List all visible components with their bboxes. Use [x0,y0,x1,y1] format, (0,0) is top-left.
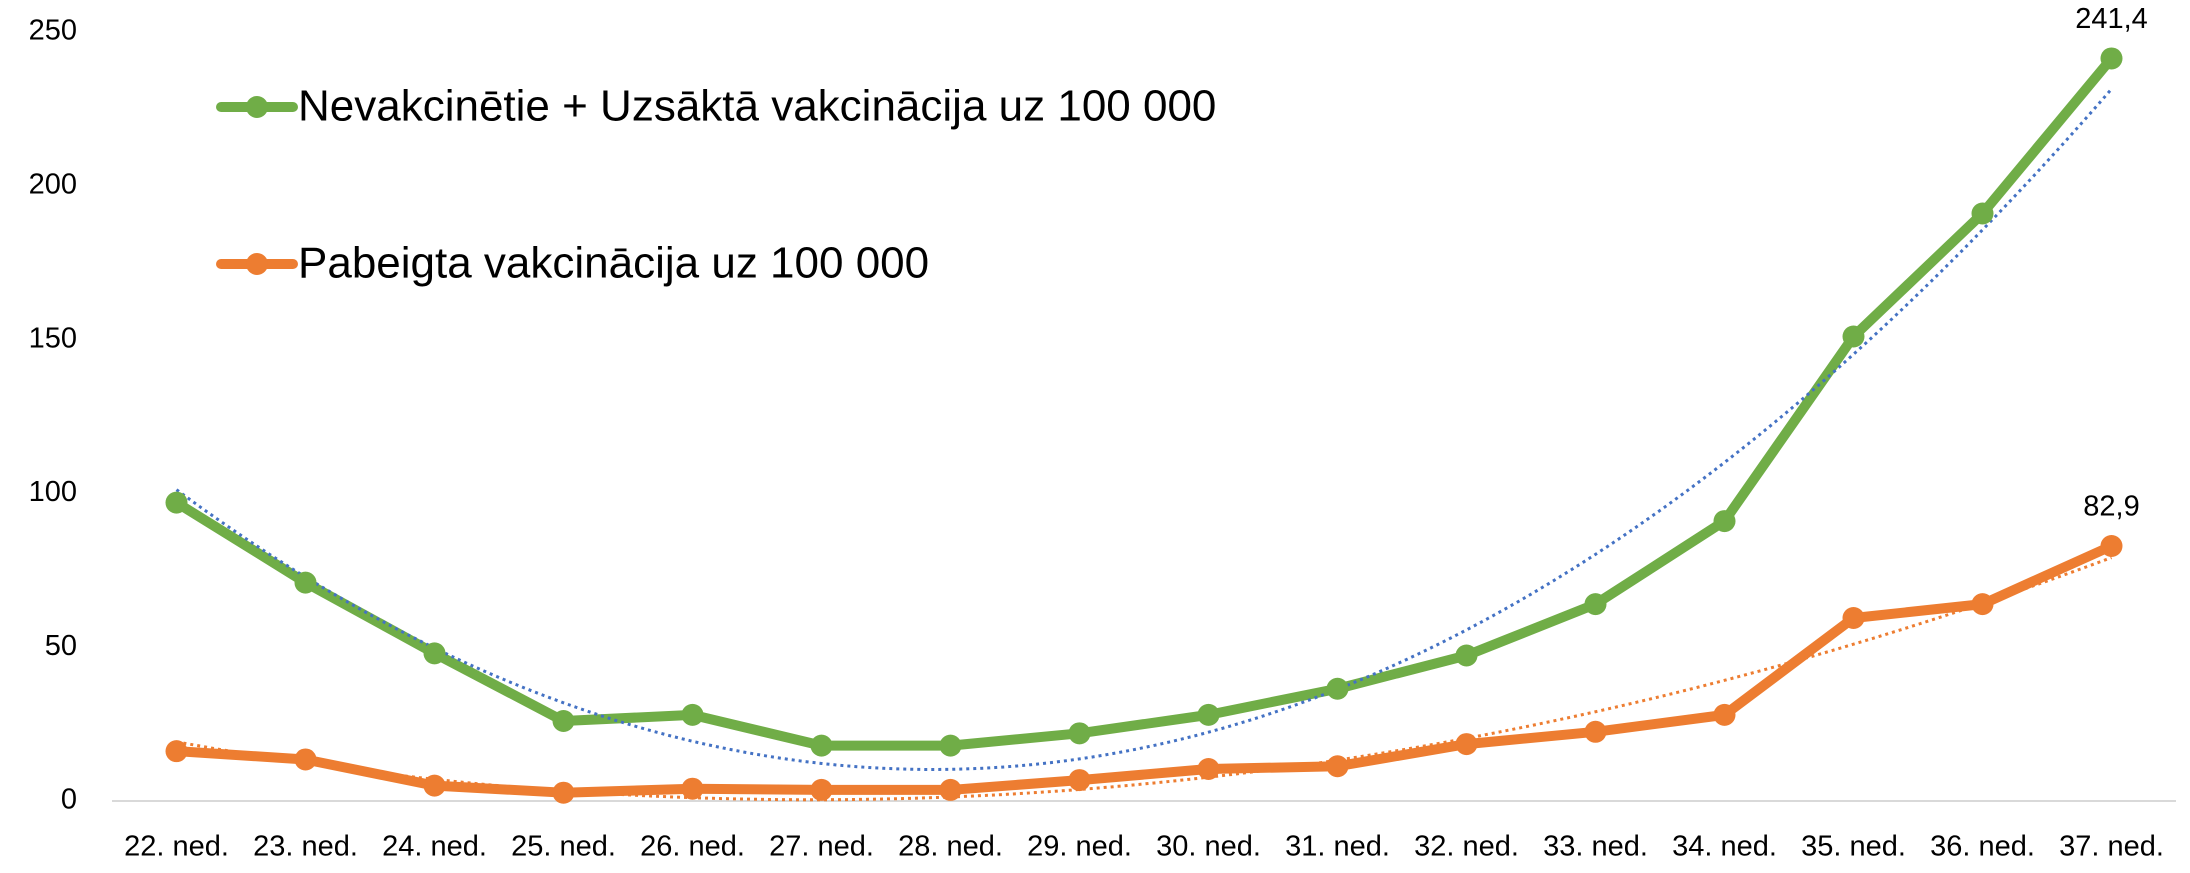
marker [1713,703,1736,726]
line [173,55,2116,751]
x-tick-label: 28. ned. [898,831,1003,863]
marker [1197,758,1220,781]
marker [810,734,833,757]
marker [1455,644,1478,667]
data-label: 82,9 [2083,491,2139,523]
marker [423,642,446,665]
marker [165,740,188,763]
y-tick-label: 150 [29,322,77,354]
marker [1068,722,1091,745]
x-tick-label: 24. ned. [382,831,487,863]
legend-marker [246,253,268,275]
y-tick-label: 50 [45,630,77,662]
marker [681,703,704,726]
marker [1842,606,1865,629]
marker [2100,534,2123,557]
marker [1326,755,1349,778]
y-tick-label: 250 [29,15,77,47]
x-tick-label: 26. ned. [640,831,745,863]
marker [1068,769,1091,792]
x-tick-label: 30. ned. [1156,831,1261,863]
x-tick-label: 29. ned. [1027,831,1132,863]
marker [1584,720,1607,743]
marker [1842,325,1865,348]
x-tick-label: 32. ned. [1414,831,1519,863]
x-tick-label: 34. ned. [1672,831,1777,863]
data-label: 241,4 [2075,3,2148,35]
x-tick-label: 33. ned. [1543,831,1648,863]
x-tick-label: 31. ned. [1285,831,1390,863]
marker [1971,202,1994,225]
marker [939,734,962,757]
legend-marker [246,96,268,118]
marker [165,491,188,514]
marker [2100,47,2123,70]
x-tick-label: 37. ned. [2059,831,2164,863]
y-tick-label: 100 [29,476,77,508]
marker [1584,593,1607,616]
x-tick-label: 22. ned. [124,831,229,863]
x-tick-label: 27. ned. [769,831,874,863]
y-tick-label: 0 [61,784,77,816]
marker [1455,733,1478,756]
y-tick-label: 200 [29,168,77,200]
marker [552,781,575,804]
x-tick-label: 35. ned. [1801,831,1906,863]
line [176,541,2114,798]
x-tick-label: 36. ned. [1930,831,2035,863]
marker [681,777,704,800]
marker [294,748,317,771]
marker [939,778,962,801]
marker [423,774,446,797]
x-tick-label: 25. ned. [511,831,616,863]
marker [1197,703,1220,726]
marker [1971,593,1994,616]
x-tick-label: 23. ned. [253,831,358,863]
legend-label: Nevakcinētie + Uzsāktā vakcinācija uz 10… [298,82,1216,131]
legend-label: Pabeigta vakcinācija uz 100 000 [298,239,929,288]
marker [552,710,575,733]
trendline [176,556,2113,802]
marker [1326,677,1349,700]
marker [1713,510,1736,533]
marker [294,571,317,594]
marker [810,778,833,801]
